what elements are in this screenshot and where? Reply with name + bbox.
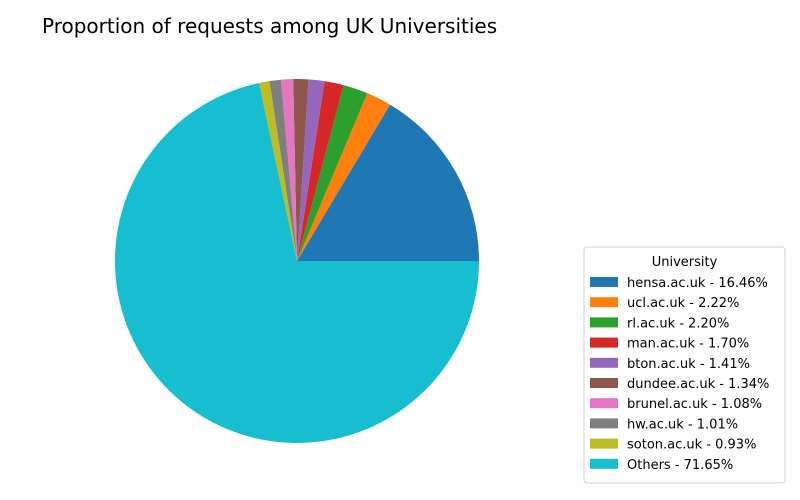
legend-label: soton.ac.uk - 0.93% [627,438,756,453]
legend-title: University [652,255,718,270]
legend-label: hw.ac.uk - 1.01% [627,417,738,432]
legend-swatch [590,378,618,388]
legend-swatch [590,317,618,328]
legend-swatch [590,438,618,449]
chart-title: Proportion of requests among UK Universi… [42,14,497,38]
pie-slice-soton-ac-uk [258,81,297,261]
legend-swatch [590,418,618,429]
legend-label: dundee.ac.uk - 1.34% [627,377,769,392]
legend-swatch [590,458,618,469]
pie-slice-bton-ac-uk [297,79,325,261]
pie-slices [114,79,479,444]
legend-label: hensa.ac.uk - 16.46% [627,276,768,291]
pie-slice-hensa-ac-uk [297,104,479,261]
legend-label: Others - 71.65% [627,458,733,473]
legend-swatch [590,357,618,368]
pie-slice-man-ac-uk [297,81,344,261]
legend-swatch [590,337,618,348]
pie-slice-others [114,83,479,444]
legend-swatch [590,297,618,308]
legend-label: man.ac.uk - 1.70% [627,337,749,352]
legend-label: brunel.ac.uk - 1.08% [627,397,762,412]
legend-swatch [590,398,618,409]
pie-slice-brunel-ac-uk [280,79,297,261]
pie-slice-rl-ac-uk [297,85,368,261]
legend-label: rl.ac.uk - 2.20% [627,316,729,331]
pie-slice-dundee-ac-uk [293,79,309,261]
legend-label: ucl.ac.uk - 2.22% [627,296,739,311]
legend-swatch [590,277,618,287]
legend-frame [583,246,786,484]
legend-items: hensa.ac.uk - 16.46% ucl.ac.uk - 2.22% rl.… [590,276,769,473]
pie-slice-hw-ac-uk [269,79,297,261]
legend-label: bton.ac.uk - 1.41% [627,357,750,372]
legend: University hensa.ac.uk - 16.46% ucl.ac.uk… [583,246,786,484]
pie-slice-ucl-ac-uk [297,93,391,261]
